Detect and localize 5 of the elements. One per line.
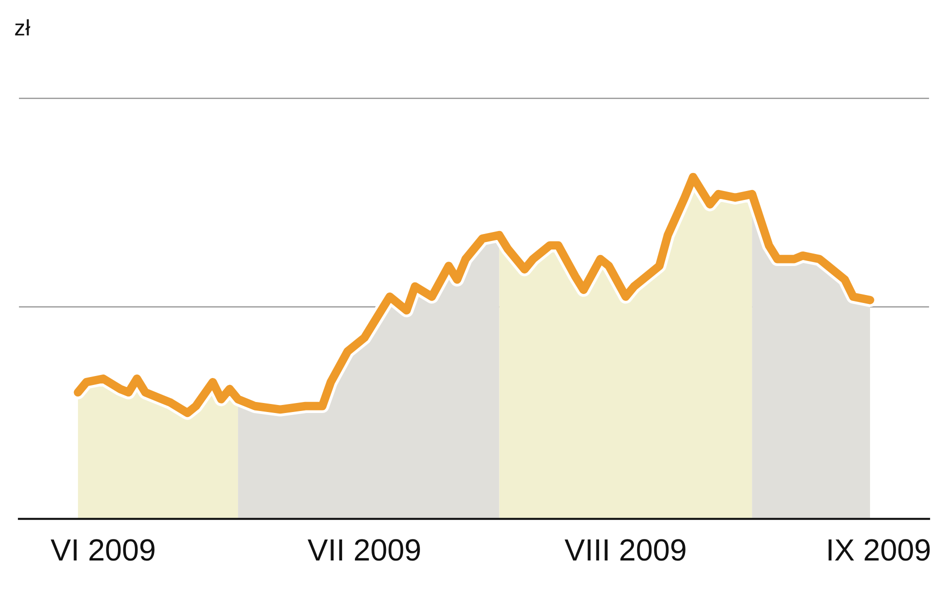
text: zł	[15, 19, 30, 36]
x-tick-label: VIII 2009	[564, 539, 686, 561]
x-tick-label: VII 2009	[308, 539, 420, 561]
x-tick-label: IX 2009	[828, 539, 930, 561]
x-tick-label: VI 2009	[50, 539, 154, 561]
